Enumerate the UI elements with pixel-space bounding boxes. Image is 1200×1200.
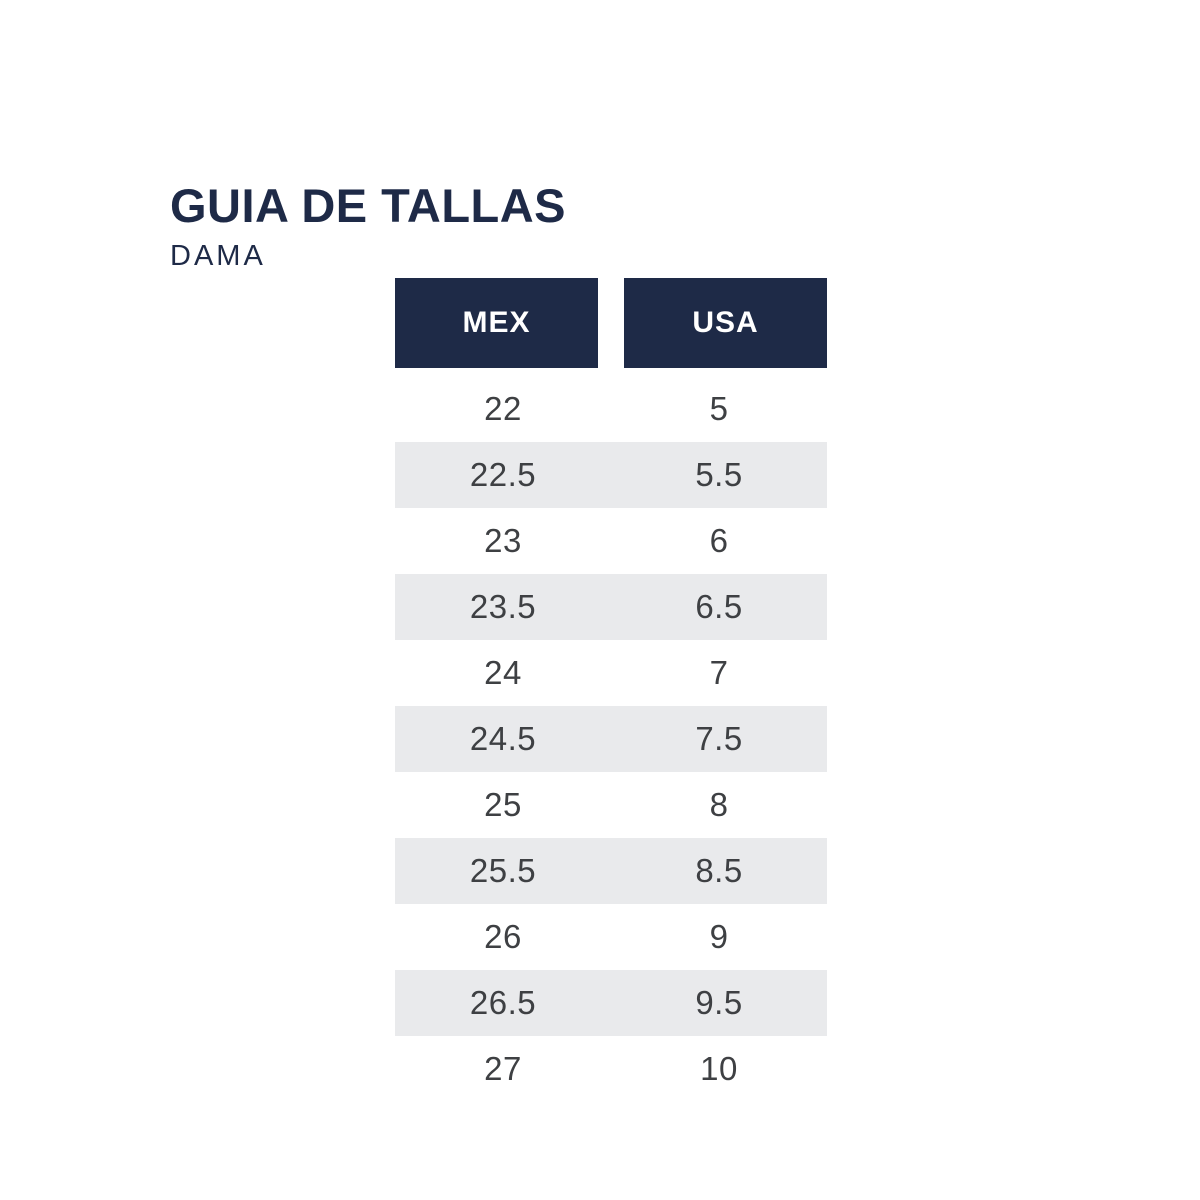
table-row: 25 8 xyxy=(395,772,827,838)
usa-size-value: 6 xyxy=(709,522,729,559)
page-header: GUIA DE TALLAS DAMA xyxy=(170,182,566,271)
table-row: 24.5 7.5 xyxy=(395,706,827,772)
table-row: 22 5 xyxy=(395,376,827,442)
mex-size-value: 22 xyxy=(484,390,522,427)
table-row: 23.5 6.5 xyxy=(395,574,827,640)
table-row: 24 7 xyxy=(395,640,827,706)
usa-size-value: 8 xyxy=(709,786,729,823)
mex-size-value: 25 xyxy=(484,786,522,823)
page-title: GUIA DE TALLAS xyxy=(170,179,567,232)
mex-size-value: 24 xyxy=(484,654,522,691)
column-header-mex: MEX xyxy=(395,278,598,368)
mex-size-value: 26 xyxy=(484,918,522,955)
mex-size-value: 23 xyxy=(484,522,522,559)
usa-size-value: 7.5 xyxy=(695,720,743,757)
mex-size-value: 26.5 xyxy=(469,984,537,1021)
usa-size-value: 9 xyxy=(709,918,729,955)
usa-size-value: 8.5 xyxy=(695,852,743,889)
column-header-usa: USA xyxy=(624,278,827,368)
mex-size-value: 24.5 xyxy=(469,720,537,757)
table-row: 23 6 xyxy=(395,508,827,574)
size-table: MEX USA 22 5 22.5 5.5 23 6 23.5 6.5 24 7 24.5 7.5 25… xyxy=(395,278,827,1102)
usa-size-value: 5.5 xyxy=(695,456,743,493)
page-subtitle: DAMA xyxy=(170,240,266,272)
table-row: 27 10 xyxy=(395,1036,827,1102)
mex-size-value: 23.5 xyxy=(469,588,537,625)
table-row: 22.5 5.5 xyxy=(395,442,827,508)
mex-size-value: 25.5 xyxy=(469,852,537,889)
usa-size-value: 5 xyxy=(709,390,729,427)
size-table-body: 22 5 22.5 5.5 23 6 23.5 6.5 24 7 24.5 7.5 25 8 25.5 8.5… xyxy=(395,376,827,1102)
mex-size-value: 27 xyxy=(484,1050,522,1087)
table-row: 26 9 xyxy=(395,904,827,970)
usa-size-value: 7 xyxy=(709,654,729,691)
usa-size-value: 9.5 xyxy=(695,984,743,1021)
table-row: 26.5 9.5 xyxy=(395,970,827,1036)
usa-size-value: 10 xyxy=(700,1050,738,1087)
mex-size-value: 22.5 xyxy=(469,456,537,493)
size-table-header: MEX USA xyxy=(395,278,827,368)
usa-size-value: 6.5 xyxy=(695,588,743,625)
table-row: 25.5 8.5 xyxy=(395,838,827,904)
